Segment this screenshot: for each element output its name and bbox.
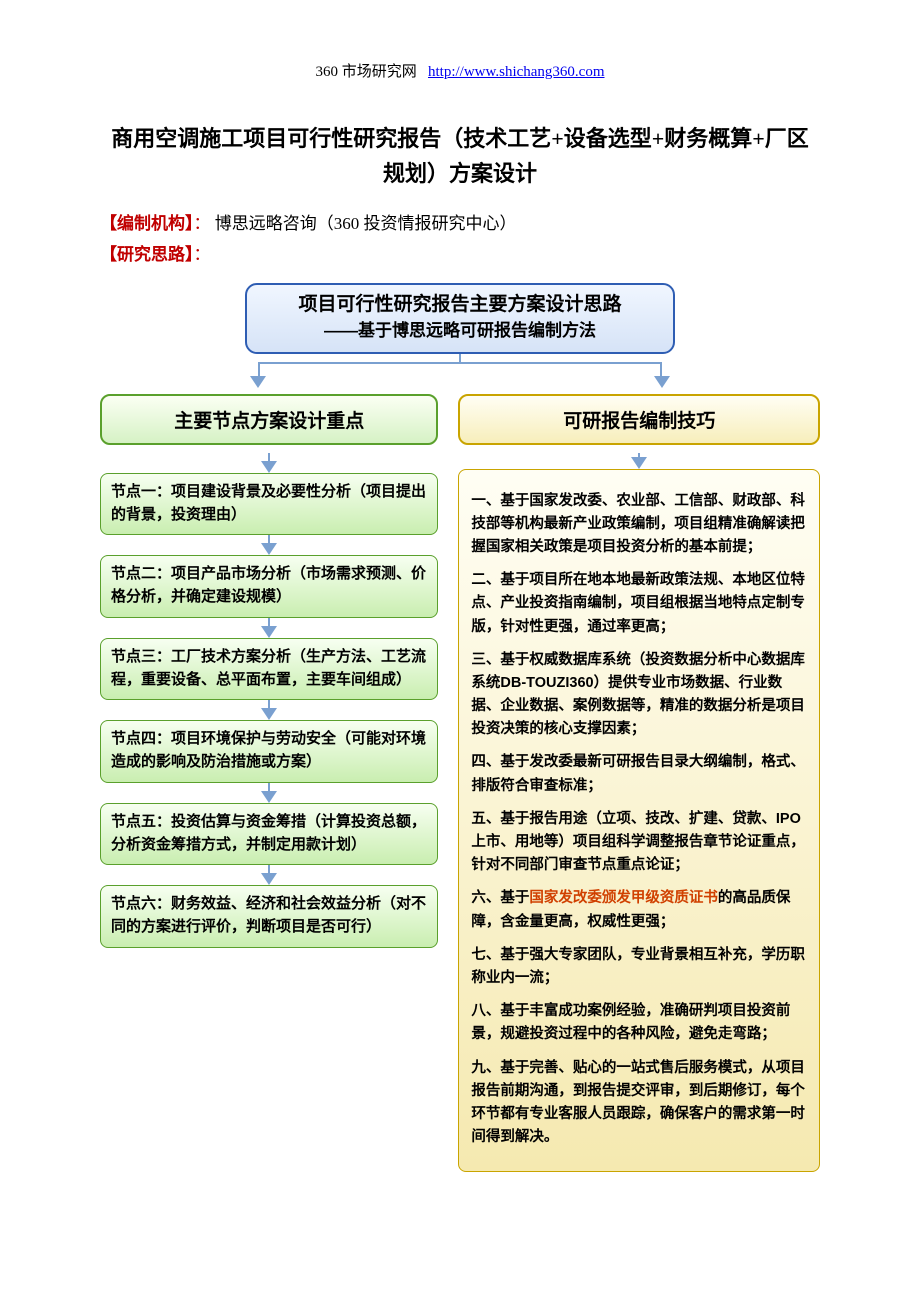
technique-item: 九、基于完善、贴心的一站式售后服务模式，从项目报告前期沟通，到报告提交评审，到后… (471, 1057, 807, 1150)
document-title: 商用空调施工项目可行性研究报告（技术工艺+设备选型+财务概算+厂区规划）方案设计 (100, 121, 820, 191)
technique-item: 三、基于权威数据库系统（投资数据分析中心数据库系统DB-TOUZI360）提供专… (471, 649, 807, 742)
banner-line1: 项目可行性研究报告主要方案设计思路 (257, 291, 663, 319)
technique-item: 五、基于报告用途（立项、技改、扩建、贷款、IPO上市、用地等）项目组科学调整报告… (471, 808, 807, 878)
connector-icon (100, 535, 438, 555)
techniques-panel: 一、基于国家发改委、农业部、工信部、财政部、科技部等机构最新产业政策编制，项目组… (458, 469, 820, 1173)
connector-icon (100, 865, 438, 885)
right-column: 可研报告编制技巧 一、基于国家发改委、农业部、工信部、财政部、科技部等机构最新产… (458, 394, 820, 1173)
technique-item: 八、基于丰富成功案例经验，准确研判项目投资前景，规避投资过程中的各种风险，避免走… (471, 1000, 807, 1046)
technique-item-hl: 六、基于国家发改委颁发甲级资质证书的高品质保障，含金量更高，权威性更强； (471, 887, 807, 933)
flowchart-diagram: 项目可行性研究报告主要方案设计思路 ——基于博思远略可研报告编制方法 主要节点方… (100, 283, 820, 1172)
technique-item: 一、基于国家发改委、农业部、工信部、财政部、科技部等机构最新产业政策编制，项目组… (471, 490, 807, 560)
org-label: 【编制机构】 (100, 214, 194, 233)
technique-item: 二、基于项目所在地本地最新政策法规、本地区位特点、产业投资指南编制，项目组根据当… (471, 569, 807, 639)
connector-icon (100, 700, 438, 720)
flowchart-node-1: 节点一：项目建设背景及必要性分析（项目提出的背景，投资理由） (100, 473, 438, 536)
flowchart-node-4: 节点四：项目环境保护与劳动安全（可能对环境造成的影响及防治措施或方案） (100, 720, 438, 783)
flowchart-node-3: 节点三：工厂技术方案分析（生产方法、工艺流程，重要设备、总平面布置，主要车间组成… (100, 638, 438, 701)
site-name: 360 市场研究网 (315, 64, 416, 80)
technique-highlight: 国家发改委颁发甲级资质证书 (529, 890, 718, 906)
flowchart-top-banner: 项目可行性研究报告主要方案设计思路 ——基于博思远略可研报告编制方法 (245, 283, 675, 353)
thinking-line: 【研究思路】： (100, 240, 820, 265)
technique-prefix: 六、基于 (471, 890, 529, 906)
left-column: 主要节点方案设计重点 节点一：项目建设背景及必要性分析（项目提出的背景，投资理由… (100, 394, 438, 948)
thinking-label: 【研究思路】 (100, 245, 194, 264)
connector-icon (100, 783, 438, 803)
flowchart-node-5: 节点五：投资估算与资金筹措（计算投资总额，分析资金筹措方式，并制定用款计划） (100, 803, 438, 866)
flowchart-node-2: 节点二：项目产品市场分析（市场需求预测、价格分析，并确定建设规模） (100, 555, 438, 618)
connector-icon (458, 453, 820, 469)
left-col-header: 主要节点方案设计重点 (100, 394, 438, 445)
page-header: 360 市场研究网 http://www.shichang360.com (100, 60, 820, 81)
flowchart-node-6: 节点六：财务效益、经济和社会效益分析（对不同的方案进行评价，判断项目是否可行） (100, 885, 438, 948)
connector-icon (100, 618, 438, 638)
site-link[interactable]: http://www.shichang360.com (428, 64, 605, 80)
banner-line2: ——基于博思远略可研报告编制方法 (257, 319, 663, 344)
technique-item: 四、基于发改委最新可研报告目录大纲编制，格式、排版符合审查标准； (471, 751, 807, 797)
technique-item: 七、基于强大专家团队，专业背景相互补充，学历职称业内一流； (471, 944, 807, 990)
org-line: 【编制机构】： 博思远略咨询（360 投资情报研究中心） (100, 209, 820, 234)
connector-icon (100, 453, 438, 473)
right-col-header: 可研报告编制技巧 (458, 394, 820, 445)
org-value: 博思远略咨询（360 投资情报研究中心） (215, 214, 517, 233)
split-connector (100, 362, 820, 390)
